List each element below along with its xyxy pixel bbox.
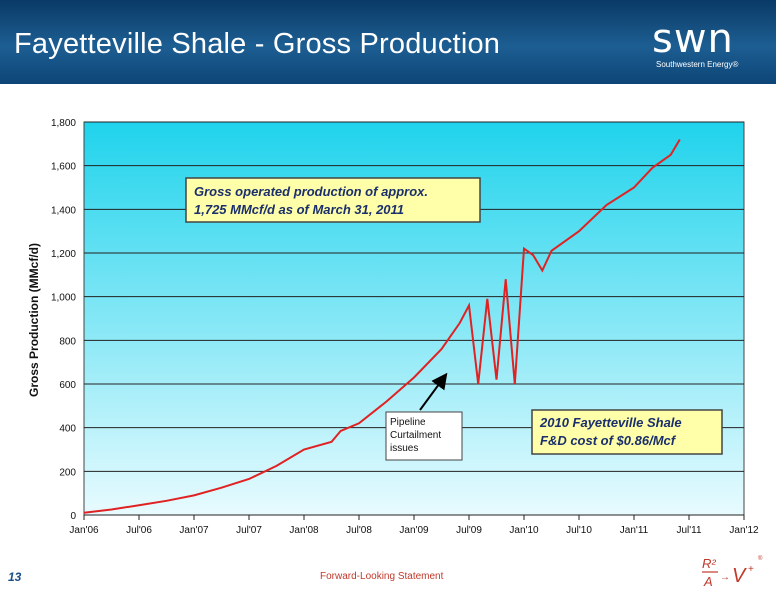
page-number: 13 xyxy=(8,570,22,584)
pipeline-arrow xyxy=(419,372,448,411)
x-tick-label: Jul'09 xyxy=(456,525,482,536)
callout-pipeline-line2: Curtailment xyxy=(390,430,441,441)
svg-text:V: V xyxy=(732,565,747,587)
x-axis-ticks: Jan'06 Jul'06 Jan'07 Jul'07 Jan'08 Jul'08 Jan'… xyxy=(69,515,759,536)
chart-svg: 0 200 400 600 800 1,000 1,200 1,400 1,600 1,800 J… xyxy=(27,118,759,536)
x-tick-label: Jan'09 xyxy=(399,525,429,536)
x-tick-label: Jan'12 xyxy=(729,525,759,536)
forward-looking-link[interactable]: Forward-Looking Statement xyxy=(320,571,444,582)
x-tick-label: Jul'10 xyxy=(566,525,592,536)
logo-subtitle: Southwestern Energy® xyxy=(656,60,739,69)
rav-logo-icon: R² A → V + ® xyxy=(702,555,763,589)
y-tick-label: 600 xyxy=(59,380,76,391)
x-tick-label: Jan'11 xyxy=(620,525,649,536)
x-tick-label: Jul'08 xyxy=(346,525,372,536)
logo-wordmark: swn xyxy=(652,16,734,62)
x-tick-label: Jan'06 xyxy=(69,525,99,536)
x-tick-label: Jul'06 xyxy=(126,525,152,536)
y-tick-label: 1,600 xyxy=(51,162,76,173)
svg-text:→: → xyxy=(720,572,730,583)
svg-text:A: A xyxy=(703,574,713,589)
callout-fd-line1: 2010 Fayetteville Shale xyxy=(539,415,682,430)
callout-pipeline: Pipeline Curtailment issues xyxy=(385,372,463,461)
y-axis-ticks: 0 200 400 600 800 1,000 1,200 1,400 1,600 1,800 xyxy=(51,118,76,522)
svg-text:+: + xyxy=(748,564,754,575)
callout-fd: 2010 Fayetteville Shale F&D cost of $0.8… xyxy=(531,409,723,455)
y-tick-label: 1,200 xyxy=(51,249,76,260)
y-tick-label: 1,800 xyxy=(51,118,76,129)
page-title: Fayetteville Shale - Gross Production xyxy=(14,28,501,60)
x-tick-label: Jan'08 xyxy=(289,525,319,536)
y-tick-label: 0 xyxy=(70,511,76,522)
y-axis-label: Gross Production (MMcf/d) xyxy=(27,243,41,397)
svg-text:®: ® xyxy=(758,555,763,562)
y-tick-label: 1,000 xyxy=(51,293,76,304)
x-tick-label: Jul'07 xyxy=(236,525,262,536)
callout-gross-line1: Gross operated production of approx. xyxy=(194,184,428,199)
callout-gross: Gross operated production of approx. 1,7… xyxy=(185,177,481,223)
y-tick-label: 400 xyxy=(59,424,76,435)
x-tick-label: Jan'10 xyxy=(509,525,539,536)
swn-logo: swn Southwestern Energy® xyxy=(648,16,764,74)
x-tick-label: Jul'11 xyxy=(676,525,702,536)
header-banner: Fayetteville Shale - Gross Production sw… xyxy=(0,0,776,84)
y-tick-label: 800 xyxy=(59,336,76,347)
y-tick-label: 1,400 xyxy=(51,205,76,216)
callout-pipeline-line1: Pipeline xyxy=(390,417,426,428)
callout-gross-line2: 1,725 MMcf/d as of March 31, 2011 xyxy=(194,202,404,217)
production-chart: 0 200 400 600 800 1,000 1,200 1,400 1,600 1,800 J… xyxy=(0,110,776,550)
x-tick-label: Jan'07 xyxy=(179,525,209,536)
svg-text:R²: R² xyxy=(702,556,716,571)
series-line xyxy=(83,138,681,514)
callout-pipeline-line3: issues xyxy=(390,443,418,454)
y-tick-label: 200 xyxy=(59,467,76,478)
callout-fd-line2: F&D cost of $0.86/Mcf xyxy=(540,433,677,448)
